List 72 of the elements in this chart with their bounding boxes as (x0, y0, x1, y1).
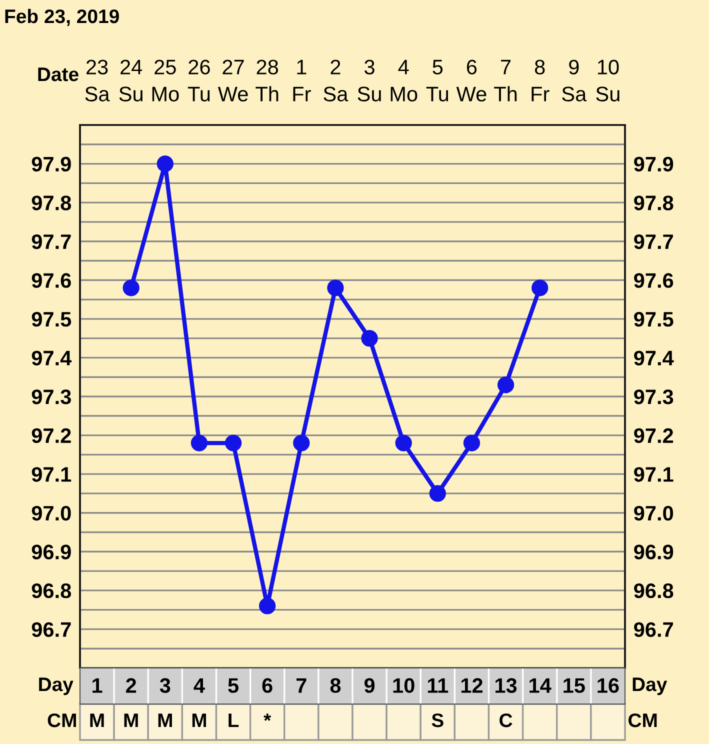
y-tick-label: 97.9 (32, 156, 71, 172)
text: M (158, 714, 172, 728)
x2-tick-label: 16 (598, 678, 619, 693)
x2-tick-label: 7 (296, 678, 306, 693)
y2-tick-label: 97.5 (634, 312, 674, 327)
text: C (500, 713, 512, 728)
y-tick-label: 97.0 (32, 506, 71, 521)
x2-tick-label: 9 (364, 678, 375, 693)
x2-tick-label: 1 (92, 678, 102, 693)
y-tick-label: 97.3 (32, 390, 71, 404)
x-tick-label: 9 Sa (562, 60, 587, 102)
y-tick-label: 97.5 (32, 312, 72, 327)
y2-tick-label: 97.3 (634, 390, 674, 404)
text: CM (48, 713, 76, 728)
y2-tick-label: 97.9 (634, 156, 674, 172)
x-tick-label: 3 Su (358, 60, 381, 102)
x2-tick-label: 6 (262, 678, 272, 693)
x-tick-label: 1 Fr (293, 60, 311, 102)
chart-title: Feb 23, 2019 (5, 8, 119, 26)
text: M (192, 714, 206, 728)
x-tick-label: 2 Sa (324, 60, 348, 102)
x2-tick-label: 5 (228, 678, 238, 693)
x-tick-label: 26 Tu (188, 60, 210, 102)
x-tick-label: 23 Sa (85, 60, 110, 102)
x-tick-label: 24 Su (119, 60, 142, 102)
y2-tick-label: 96.9 (634, 544, 674, 560)
y-tick-label: 96.7 (32, 622, 71, 637)
y-tick-label: 97.4 (32, 350, 72, 366)
text: L (228, 714, 239, 728)
y2-tick-label: 96.8 (634, 583, 674, 598)
y2-tick-label: 97.1 (634, 467, 674, 482)
x-axis-title: Date (38, 68, 78, 82)
x2-tick-label: 10 (393, 678, 414, 693)
x2-tick-label: 4 (194, 678, 205, 693)
x2-axis-title: Day (39, 678, 74, 696)
y-tick-label: 97.1 (32, 467, 72, 482)
text: M (90, 714, 104, 728)
x-tick-label: 28 Th (256, 60, 278, 102)
y2-tick-label: 97.4 (634, 350, 674, 366)
text: S (432, 713, 444, 728)
x-tick-label: 25 Mo (152, 60, 179, 102)
y-tick-label: 97.7 (32, 234, 71, 250)
x2-tick-label: 3 (160, 678, 170, 693)
y2-tick-label: 97.8 (634, 196, 674, 210)
y2-tick-label: 97.7 (634, 234, 673, 250)
x-tick-label: 4 Mo (390, 60, 418, 102)
x2-tick-label: 13 (496, 678, 517, 693)
y2-tick-label: 97.2 (634, 428, 674, 444)
text: * (264, 714, 272, 721)
y-tick-label: 97.8 (32, 196, 72, 210)
x-tick-label: 5 Tu (426, 60, 448, 102)
text: CM (628, 713, 657, 728)
x2-tick-label: 12 (461, 678, 482, 693)
y-tick-label: 96.8 (32, 583, 72, 598)
x2-tick-label: 14 (530, 678, 552, 693)
y-tick-label: 97.2 (32, 428, 71, 444)
text: Day (632, 678, 668, 696)
x-tick-label: 10 Su (596, 60, 620, 102)
x2-tick-label: 2 (126, 678, 136, 693)
y2-tick-label: 97.6 (634, 273, 674, 288)
x2-tick-label: 11 (428, 678, 448, 693)
x-tick-label: 6 We (456, 60, 486, 102)
x2-tick-label: 8 (330, 678, 341, 693)
text: M (124, 714, 138, 728)
y-tick-label: 96.9 (32, 544, 71, 560)
x-tick-label: 8 Fr (532, 60, 550, 102)
x2-tick-label: 15 (564, 678, 585, 693)
y2-tick-label: 96.7 (634, 622, 673, 637)
y2-tick-label: 97.0 (634, 506, 674, 521)
x-tick-label: 27 We (218, 60, 248, 102)
x-tick-label: 7 Th (494, 60, 517, 102)
y-tick-label: 97.6 (32, 273, 71, 288)
